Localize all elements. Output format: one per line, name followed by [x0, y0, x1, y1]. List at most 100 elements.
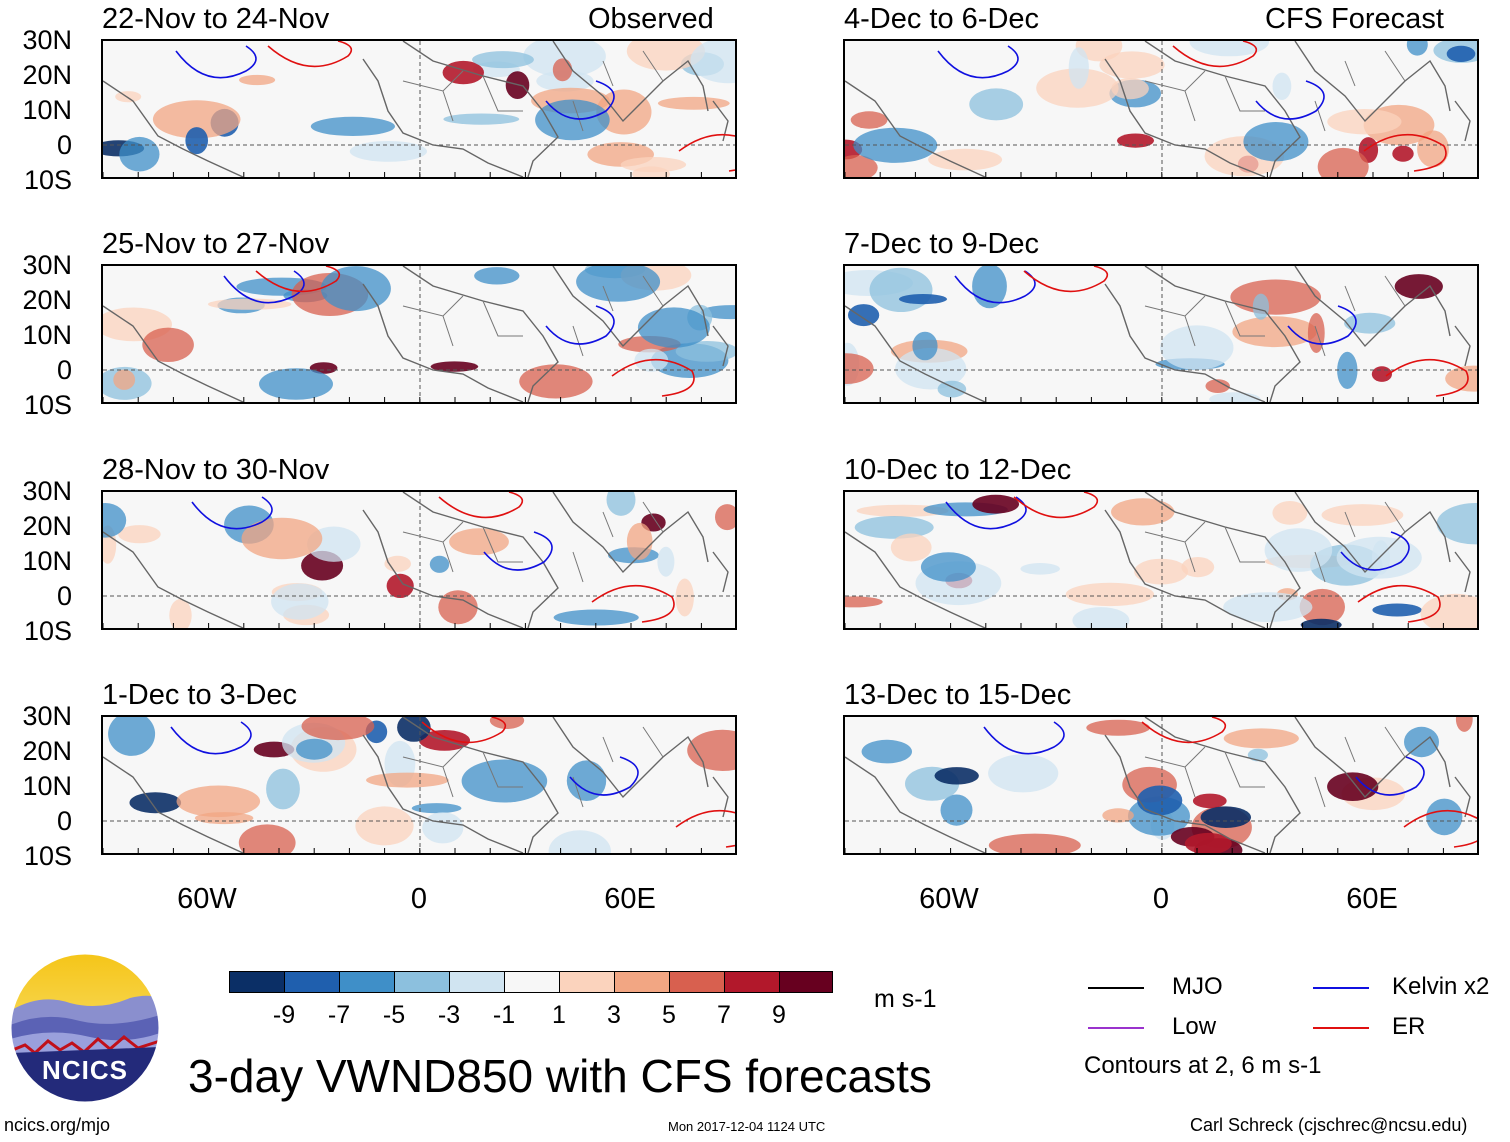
lat-label: 10N [22, 320, 72, 350]
anomaly-blob [845, 155, 878, 177]
anomaly-blob [301, 717, 375, 741]
er-contour [438, 492, 675, 623]
colorbar-box-1 [284, 971, 340, 993]
anomaly-blob [366, 772, 449, 788]
anomaly-blob [1223, 592, 1313, 622]
lon-label: 60E [1346, 883, 1398, 915]
coastline [103, 717, 729, 853]
lat-label: 20N [22, 736, 72, 766]
lon-label: 60E [604, 883, 656, 915]
er-contour [267, 41, 735, 172]
anomaly-blob [1406, 41, 1428, 56]
anomaly-blob [637, 307, 710, 348]
anomaly-blob [113, 369, 136, 390]
map-field [845, 266, 1477, 402]
anomaly-blob [940, 794, 973, 826]
anomaly-blob [1455, 717, 1473, 732]
anomaly-blob [1445, 365, 1477, 392]
legend-label-kelvin: Kelvin x2 [1392, 973, 1490, 1000]
lon-label: 60W [177, 883, 237, 915]
country-borders [402, 275, 664, 357]
coastline [845, 492, 1471, 628]
colorbar-box-7 [614, 971, 670, 993]
anomaly-blob [239, 74, 276, 86]
anomaly-blob [988, 754, 1059, 793]
anomaly-blob [687, 729, 735, 771]
lat-label: 0 [56, 355, 72, 385]
anomaly-blob [1111, 498, 1175, 526]
map-field [103, 717, 735, 853]
panel-title: 13-Dec to 15-Dec [844, 679, 1072, 711]
colorbar-label: 3 [607, 1001, 621, 1029]
panel-title: 4-Dec to 6-Dec [844, 3, 1040, 35]
colorbar-label: -9 [272, 1001, 296, 1029]
anomaly-blob [626, 522, 653, 560]
anomaly-blob [266, 768, 300, 810]
anomaly-blob [438, 590, 478, 625]
kelvin-contour [170, 721, 639, 796]
legend-line-er [1313, 1027, 1369, 1029]
anomaly-blob [443, 113, 520, 125]
legend-label-er: ER [1392, 1013, 1426, 1040]
anomaly-blob [349, 141, 427, 162]
anomaly-blob [103, 503, 127, 538]
anomaly-blob [238, 824, 296, 853]
anomaly-blob [690, 41, 735, 84]
map-panel [101, 264, 737, 404]
anomaly-blob [920, 552, 976, 582]
legend-label-low: Low [1172, 1013, 1217, 1040]
lat-label: 30N [22, 25, 72, 55]
map-field [845, 41, 1477, 177]
anomaly-blob [890, 533, 932, 562]
legend-line-kelvin [1313, 987, 1369, 989]
anomaly-blob [657, 96, 730, 110]
panel-title: 10-Dec to 12-Dec [844, 454, 1072, 486]
colorbar-box-2 [339, 971, 395, 993]
anomaly-blob [296, 738, 333, 760]
footer-link[interactable]: ncics.org/mjo [4, 1115, 111, 1135]
anomaly-blob [176, 785, 261, 818]
anomaly-blob [1446, 45, 1476, 62]
country-borders [402, 726, 664, 808]
contour-legend: MJO Kelvin x2 Low ER Contours at 2, 6 m … [0, 0, 1489, 1079]
map-panel [843, 39, 1479, 179]
anomaly-blob [548, 830, 611, 853]
lat-label: 10S [23, 390, 72, 420]
anomaly-blob [118, 525, 161, 544]
anomaly-blob [1181, 557, 1215, 578]
panel-title: 1-Dec to 3-Dec [102, 679, 298, 711]
anomaly-blob [1394, 274, 1443, 299]
anomaly-blob [474, 267, 520, 285]
anomaly-blob [384, 555, 412, 572]
anomaly-blob [1192, 793, 1227, 809]
cfs-forecast-label: CFS Forecast [1265, 3, 1444, 35]
lat-label: 10S [23, 841, 72, 871]
anomaly-blob [861, 739, 912, 764]
colorbar-label: -3 [437, 1001, 461, 1029]
lon-label: 60W [919, 883, 979, 915]
map-panel [101, 490, 737, 630]
anomaly-blob [241, 517, 323, 560]
lat-label: 0 [56, 581, 72, 611]
anomaly-blob [1372, 603, 1422, 617]
anomaly-blob [422, 812, 464, 844]
anomaly-blob [271, 583, 329, 620]
lat-label: 20N [22, 60, 72, 90]
kelvin-contour [191, 496, 553, 571]
anomaly-blob [1134, 558, 1188, 585]
anomaly-blob [152, 100, 241, 139]
anomaly-blob [1099, 51, 1165, 79]
er-contour [1141, 717, 1477, 848]
anomaly-blob [1371, 540, 1390, 575]
anomaly-blob [566, 760, 607, 801]
anomaly-blob [1436, 503, 1477, 545]
anomaly-blob [1321, 504, 1404, 526]
anomaly-blob [108, 717, 156, 756]
lon-label: 0 [1152, 883, 1170, 915]
contours-note: Contours at 2, 6 m s-1 [1084, 1052, 1322, 1079]
anomaly-blob [185, 127, 208, 155]
anomaly-blob [1420, 593, 1477, 628]
map-field [103, 266, 735, 402]
footer-author: Carl Schreck (cjschrec@ncsu.edu) [1190, 1115, 1468, 1135]
anomaly-blob [1160, 325, 1234, 370]
